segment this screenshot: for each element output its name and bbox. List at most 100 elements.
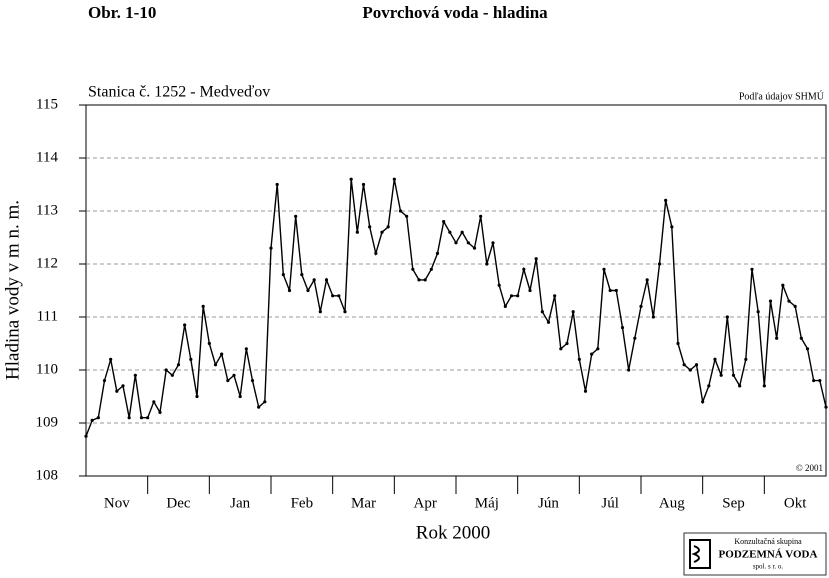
- figure-number: Obr. 1-10: [88, 3, 156, 22]
- data-point: [164, 368, 168, 372]
- data-point: [133, 373, 137, 377]
- y-tick-label: 112: [36, 255, 58, 271]
- data-point: [398, 209, 403, 213]
- data-point: [824, 405, 828, 409]
- data-point: [84, 434, 88, 438]
- data-point: [355, 230, 359, 234]
- x-tick-label: Júl: [601, 495, 619, 511]
- data-point: [590, 352, 594, 356]
- data-point: [577, 357, 581, 361]
- x-tick-label: Nov: [104, 495, 130, 511]
- data-point: [688, 368, 692, 372]
- data-point: [324, 278, 329, 282]
- data-point: [479, 214, 483, 218]
- data-point: [435, 251, 440, 255]
- chart-title: Povrchová voda - hladina: [362, 3, 548, 22]
- data-point: [405, 214, 409, 218]
- chart-subtitle: Stanica č. 1252 - Medveďov: [88, 84, 270, 101]
- data-point: [392, 177, 396, 181]
- data-point: [115, 389, 119, 393]
- data-point: [201, 304, 205, 308]
- x-tick-label: Feb: [291, 495, 314, 511]
- data-point: [781, 283, 785, 287]
- data-point: [497, 283, 501, 287]
- y-tick-label: 115: [36, 96, 58, 112]
- data-point: [799, 336, 803, 340]
- data-point: [744, 357, 748, 361]
- plot-frame: [85, 104, 827, 477]
- data-point: [639, 304, 643, 308]
- data-point: [368, 225, 372, 229]
- data-point: [787, 299, 791, 303]
- data-point: [627, 368, 631, 372]
- y-tick-label: 111: [37, 308, 58, 324]
- data-point: [701, 400, 705, 404]
- data-point: [331, 294, 335, 298]
- y-tick-label: 113: [36, 202, 58, 218]
- x-axis-label: Rok 2000: [416, 522, 490, 543]
- data-point: [300, 273, 304, 277]
- data-point: [707, 384, 711, 388]
- data-point: [257, 405, 261, 409]
- data-point: [676, 341, 680, 346]
- logo-icon: [689, 539, 711, 569]
- data-point: [818, 379, 822, 383]
- data-point: [509, 294, 514, 298]
- copyright: © 2001: [796, 463, 823, 473]
- logo-frame: [683, 532, 827, 576]
- data-point: [139, 416, 144, 420]
- data-point: [522, 267, 526, 271]
- data-point: [448, 230, 452, 234]
- x-tick-label: Sep: [722, 495, 745, 511]
- y-tick-label: 108: [36, 467, 59, 483]
- data-point: [176, 363, 181, 367]
- data-point: [559, 347, 563, 351]
- data-point: [651, 315, 655, 319]
- data-point: [442, 220, 446, 224]
- data-point: [96, 416, 100, 420]
- data-point: [454, 241, 458, 245]
- data-point: [263, 400, 267, 404]
- data-point: [152, 400, 156, 404]
- data-point: [195, 394, 199, 399]
- data-point: [183, 323, 187, 327]
- x-tick-label: Aug: [659, 495, 685, 511]
- data-point: [553, 294, 557, 298]
- data-point: [565, 341, 569, 346]
- data-point: [516, 294, 520, 298]
- data-point: [750, 267, 754, 271]
- data-point: [343, 310, 347, 314]
- data-point: [793, 304, 797, 308]
- data-point: [812, 379, 816, 383]
- data-point: [664, 198, 668, 202]
- data-point: [762, 384, 766, 388]
- data-point: [805, 347, 810, 351]
- data-point: [250, 379, 255, 383]
- data-point: [189, 357, 193, 361]
- data-point: [571, 310, 575, 314]
- logo-caption: Konzultačná skupina: [734, 537, 802, 546]
- data-point: [386, 225, 390, 229]
- data-point: [337, 294, 341, 298]
- x-tick-label: Okt: [784, 495, 807, 511]
- data-point: [90, 418, 94, 422]
- data-point: [127, 416, 131, 420]
- data-point: [170, 373, 174, 377]
- data-point: [306, 288, 310, 293]
- data-point: [318, 310, 322, 314]
- logo-name: PODZEMNÁ VODA: [719, 549, 818, 561]
- data-point: [738, 384, 742, 388]
- data-point: [312, 278, 316, 282]
- data-point: [109, 357, 113, 361]
- data-point: [429, 267, 433, 271]
- data-point: [731, 373, 736, 377]
- data-point: [682, 363, 686, 367]
- data-point: [207, 341, 211, 346]
- data-point: [608, 288, 612, 293]
- data-point: [719, 373, 723, 377]
- data-point: [146, 416, 150, 420]
- data-point: [725, 315, 729, 319]
- data-point: [374, 251, 378, 255]
- data-point: [417, 278, 421, 282]
